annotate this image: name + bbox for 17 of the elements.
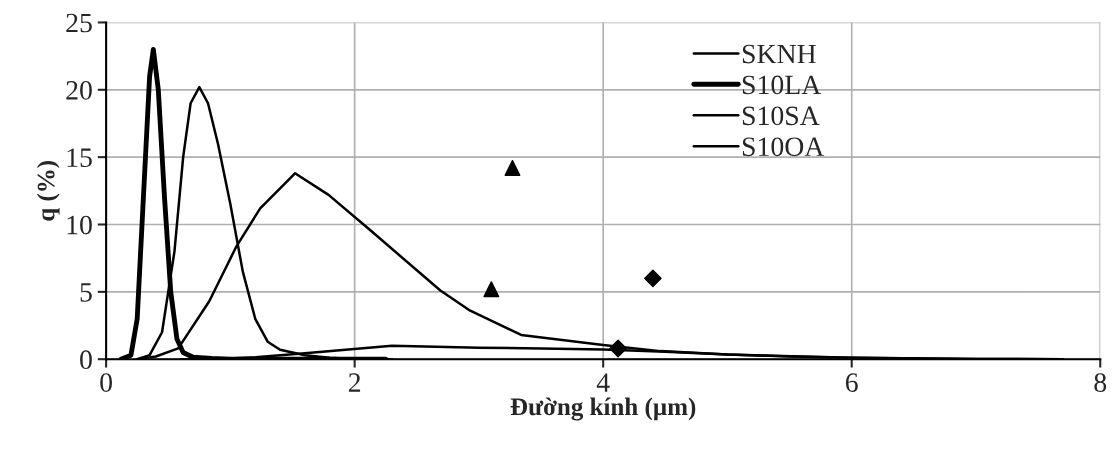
y-tick-label: 25 <box>66 13 92 33</box>
x-tick-label: 8 <box>1094 373 1107 392</box>
x-tick-label: 2 <box>348 373 361 392</box>
x-tick-label: 0 <box>100 373 112 392</box>
legend-label: SKNH <box>742 44 816 64</box>
legend-label: S10LA <box>742 75 822 95</box>
x-tick-label: 4 <box>596 373 610 392</box>
y-tick-label: 5 <box>80 283 92 302</box>
y-axis-title: q (%) <box>36 161 60 221</box>
y-tick-label: 0 <box>80 350 92 370</box>
y-tick-label: 10 <box>67 215 92 235</box>
x-tick-label: 6 <box>845 373 858 392</box>
y-tick-label: 20 <box>66 80 92 100</box>
x-axis-title: Đường kính (µm) <box>510 397 696 421</box>
legend-label: S10SA <box>742 106 820 126</box>
y-tick-label: 15 <box>67 148 92 168</box>
legend-label: S10OA <box>742 137 825 157</box>
